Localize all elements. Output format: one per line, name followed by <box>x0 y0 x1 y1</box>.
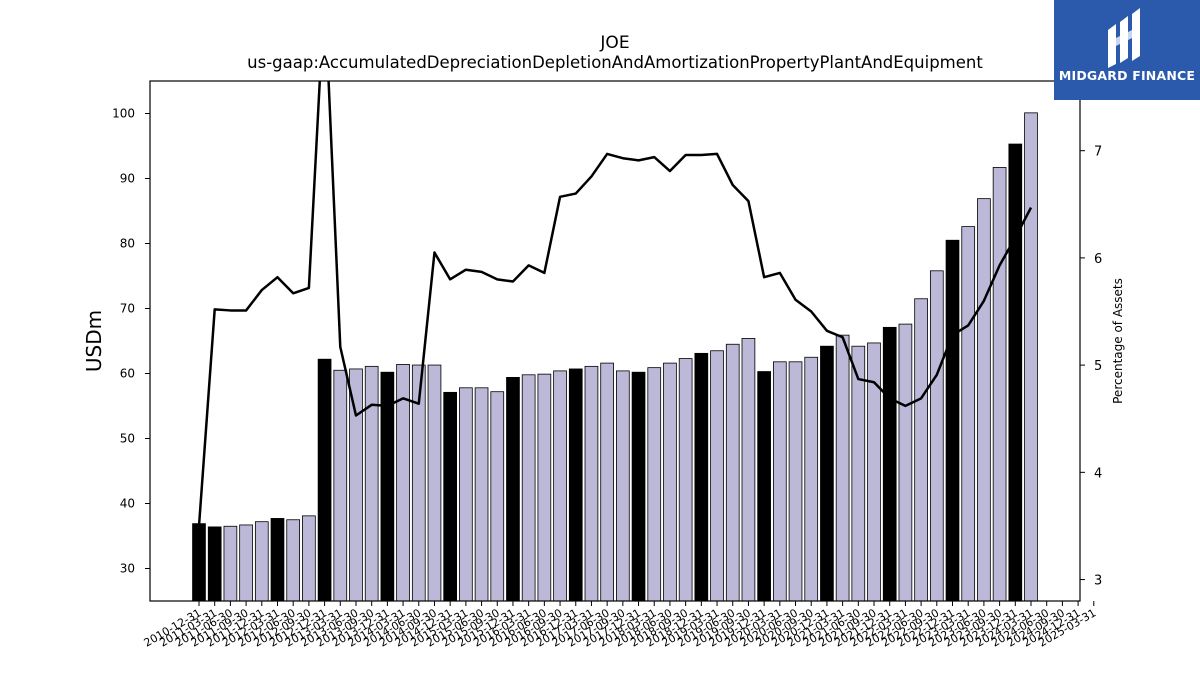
bar <box>459 387 473 602</box>
bar <box>474 387 489 602</box>
bar <box>521 374 536 602</box>
bar <box>616 370 630 602</box>
bar <box>349 368 363 602</box>
bar <box>631 371 646 602</box>
axes: 30405060708090100345672010-12-312011-03-… <box>112 80 1102 650</box>
bar <box>506 376 520 602</box>
bar-series <box>192 112 1038 602</box>
bar <box>207 526 222 602</box>
plot-frame <box>149 80 1081 602</box>
bar <box>302 515 316 602</box>
y2-tick-label: 3 <box>1094 574 1102 589</box>
bar <box>710 350 724 602</box>
bar <box>568 368 583 602</box>
y-tick-label: 50 <box>120 432 135 446</box>
chart-title: JOE us-gaap:AccumulatedDepreciationDeple… <box>247 33 983 72</box>
bar <box>694 352 709 602</box>
y-axis-label: USDm <box>82 310 106 372</box>
bar <box>929 270 944 602</box>
y2-tick-label: 7 <box>1094 145 1102 160</box>
y-tick-label: 60 <box>120 367 135 381</box>
bar <box>192 523 206 602</box>
bar <box>254 521 269 602</box>
y-tick-label: 90 <box>120 172 135 186</box>
bar <box>851 345 866 602</box>
bar <box>945 239 960 602</box>
y2-tick-label: 5 <box>1094 359 1102 374</box>
bar <box>443 391 458 602</box>
chart-title-text: JOE <box>599 33 629 53</box>
y-tick-label: 80 <box>120 237 135 251</box>
midgard-logo-icon <box>1108 8 1140 68</box>
bar <box>223 525 238 602</box>
y2-tick-label: 4 <box>1094 466 1102 481</box>
brand-logo-text: MIDGARD FINANCE <box>1058 68 1196 83</box>
y-tick-label: 70 <box>120 302 135 316</box>
bar <box>835 334 850 602</box>
bar <box>333 369 348 602</box>
bar <box>364 365 379 602</box>
bar <box>757 371 771 602</box>
bar <box>882 326 897 602</box>
bar <box>1008 143 1023 602</box>
bar <box>977 198 991 602</box>
chart-subtitle-text: us-gaap:AccumulatedDepreciationDepletion… <box>247 53 983 72</box>
bar <box>772 361 787 602</box>
bar <box>725 343 740 602</box>
bar <box>490 391 505 602</box>
bar <box>961 226 976 602</box>
bar <box>663 362 677 602</box>
bar <box>584 365 599 602</box>
bar <box>317 358 332 602</box>
bar <box>239 524 253 602</box>
bar <box>914 298 928 602</box>
y-tick-label: 30 <box>120 562 135 576</box>
bar <box>427 364 442 602</box>
bar <box>992 167 1007 602</box>
bar <box>270 518 285 602</box>
bar <box>553 370 567 602</box>
bar <box>741 337 756 602</box>
bar <box>788 361 803 602</box>
bar <box>1024 112 1038 602</box>
line-percentage-of-assets <box>197 81 1033 527</box>
brand-logo: MIDGARD FINANCE <box>1054 0 1200 100</box>
line-series <box>197 81 1033 527</box>
y2-axis-label: Percentage of Assets <box>1111 278 1125 404</box>
y2-tick-label: 6 <box>1094 252 1102 267</box>
bar <box>600 362 614 602</box>
bar <box>804 356 819 602</box>
bar <box>898 323 913 602</box>
bar <box>537 373 552 602</box>
bar <box>678 358 693 602</box>
bar <box>820 345 834 602</box>
bar <box>286 519 301 602</box>
y-tick-label: 40 <box>120 497 135 511</box>
y-tick-label: 100 <box>112 107 135 121</box>
bar <box>647 367 662 602</box>
